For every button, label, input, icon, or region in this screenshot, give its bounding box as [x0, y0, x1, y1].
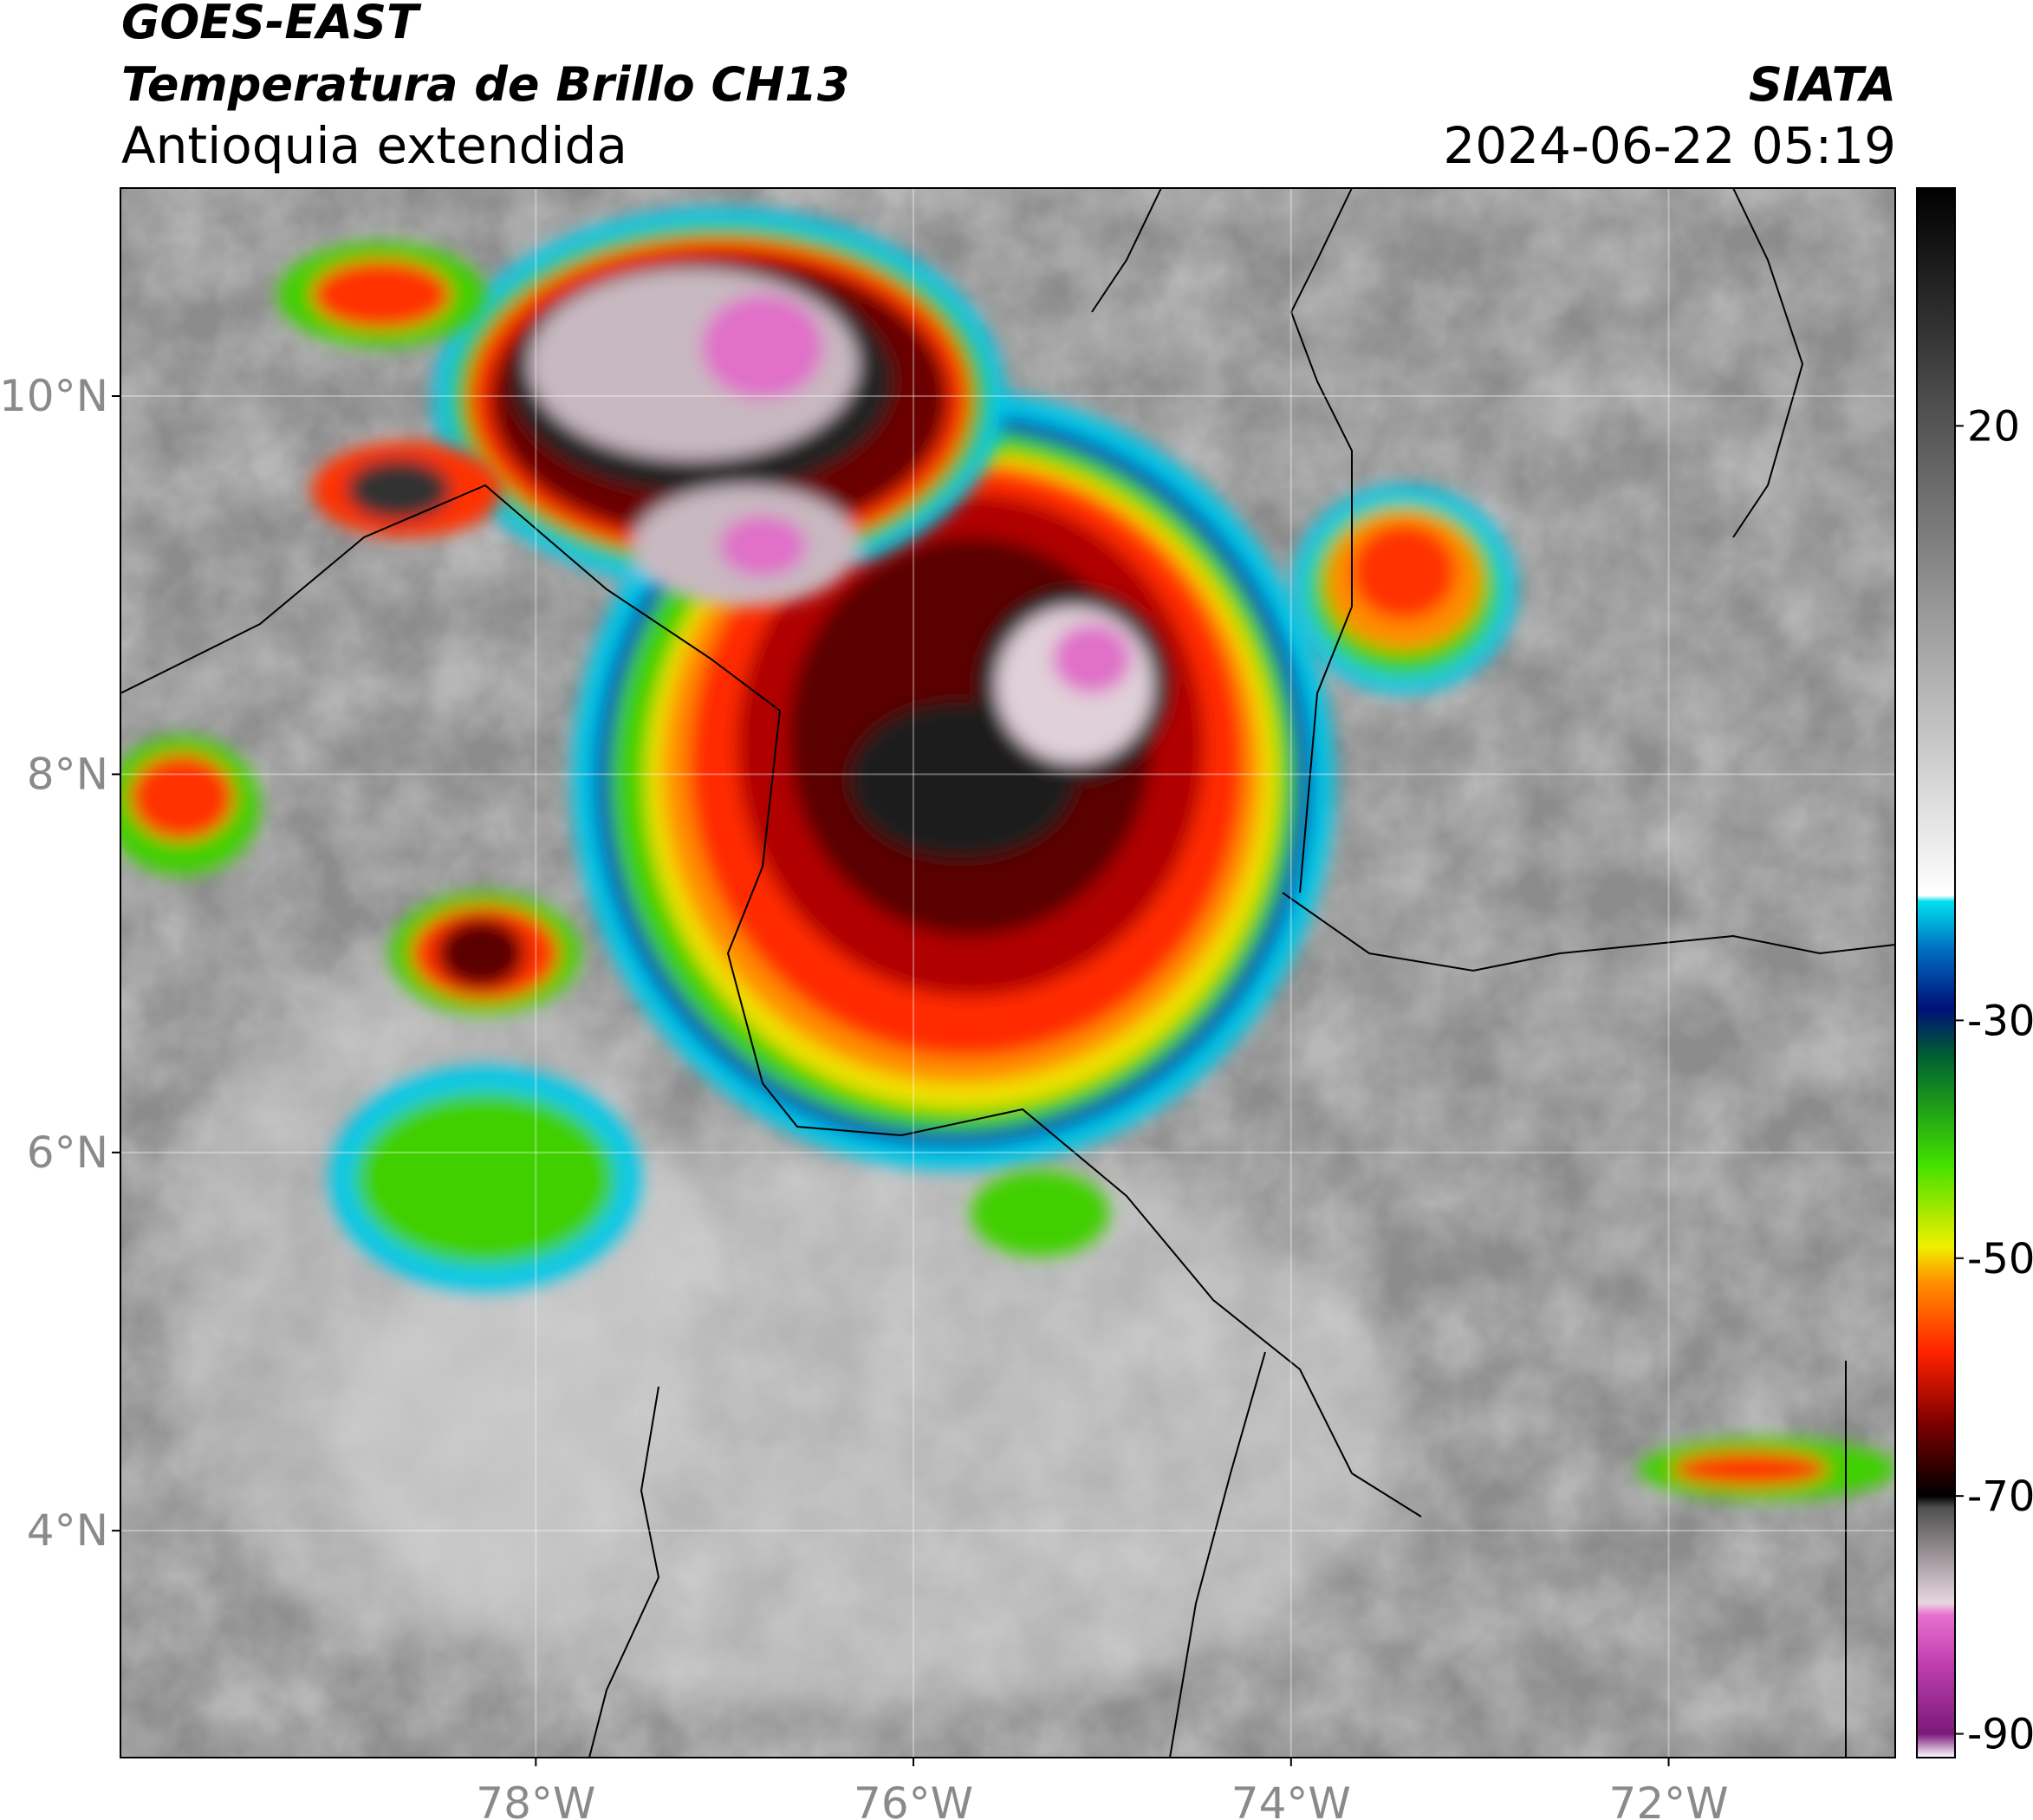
lat-tick-label: 10°N: [0, 371, 108, 421]
lon-tick-label: 78°W: [476, 1778, 595, 1820]
colorbar-tick-label: -70: [1967, 1472, 2033, 1521]
product-title: Temperatura de Brillo CH13: [121, 57, 850, 112]
labels: 10°N 8°N 6°N 4°N 78°W 76°W 74°W 72°W 20 -30 -50 -70…: [0, 371, 2033, 1820]
colorbar-frame: [1916, 187, 1956, 1758]
lon-tick-label: 74°W: [1231, 1778, 1351, 1820]
lat-tick-label: 8°N: [27, 749, 108, 799]
map-frame: [120, 187, 1896, 1758]
colorbar-tick-label: -30: [1967, 997, 2033, 1045]
lat-tick-label: 6°N: [27, 1128, 108, 1178]
satellite-image: [120, 188, 1895, 1758]
graticule: [120, 188, 1895, 1758]
colorbar-tick-label: -50: [1967, 1235, 2033, 1284]
lon-tick-label: 76°W: [854, 1778, 973, 1820]
region-title: Antioquia extendida: [121, 116, 627, 175]
lon-tick-label: 72°W: [1609, 1778, 1729, 1820]
colorbar: [1917, 188, 1955, 1758]
satellite-title: GOES-EAST: [121, 0, 422, 49]
lat-tick-label: 4°N: [27, 1505, 108, 1556]
colorbar-tick-label: -90: [1967, 1711, 2033, 1759]
source-title: SIATA: [1749, 57, 1896, 112]
datetime: 2024-06-22 05:19: [1443, 116, 1896, 175]
colorbar-tick-label: 20: [1967, 402, 2020, 451]
